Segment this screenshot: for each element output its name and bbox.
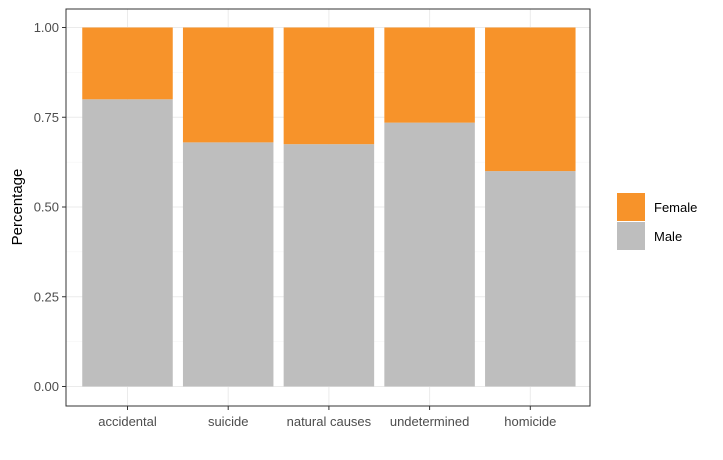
x-tick-label: natural causes xyxy=(287,414,372,429)
y-tick-label: 0.50 xyxy=(34,200,59,215)
bar-male-accidental xyxy=(82,99,173,387)
legend-key-female xyxy=(617,193,645,221)
x-tick-label: suicide xyxy=(208,414,248,429)
bar-male-natural-causes xyxy=(283,144,375,387)
y-tick-label: 0.00 xyxy=(34,379,59,394)
bar-male-suicide xyxy=(182,142,274,387)
legend-label-female: Female xyxy=(654,200,697,215)
x-tick-label: undetermined xyxy=(390,414,470,429)
bar-female-accidental xyxy=(82,27,173,100)
y-axis: 0.00 0.25 0.50 0.75 1.00 xyxy=(34,20,66,394)
bar-female-suicide xyxy=(182,27,274,143)
y-tick-label: 0.25 xyxy=(34,289,59,304)
legend-label-male: Male xyxy=(654,229,682,244)
bar-female-homicide xyxy=(485,27,576,172)
bar-female-undetermined xyxy=(384,27,475,123)
legend: Female Male xyxy=(617,193,697,250)
bars xyxy=(82,27,576,387)
y-tick-label: 1.00 xyxy=(34,20,59,35)
bar-male-undetermined xyxy=(384,122,475,387)
bar-male-homicide xyxy=(485,171,576,387)
x-axis: accidental suicide natural causes undetermi… xyxy=(98,406,556,429)
y-axis-title: Percentage xyxy=(9,169,26,246)
x-tick-label: accidental xyxy=(98,414,157,429)
y-tick-label: 0.75 xyxy=(34,110,59,125)
x-tick-label: homicide xyxy=(504,414,556,429)
bar-female-natural-causes xyxy=(283,27,375,145)
legend-key-male xyxy=(617,222,645,250)
